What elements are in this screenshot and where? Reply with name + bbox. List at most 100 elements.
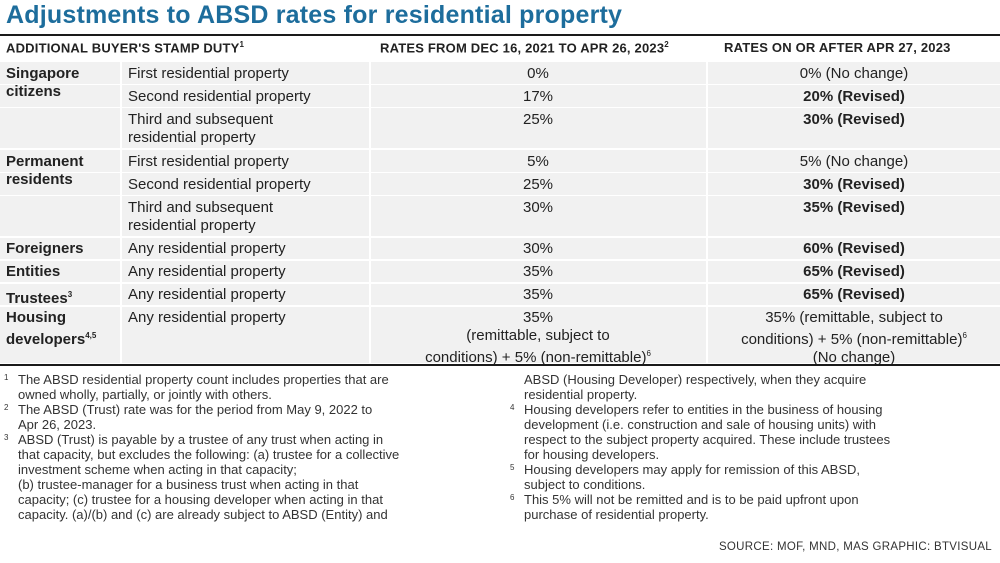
rate-new: 20% (Revised) (803, 88, 905, 105)
rate-old-text: conditions) + 5% (non-remittable) (425, 349, 647, 366)
rate-old: 25% (522, 176, 554, 193)
rates-table: Singapore First residential property 0% … (0, 62, 1000, 366)
footnote-line: residential property. (524, 387, 638, 402)
category-label: Housing developers4,5 (6, 309, 96, 349)
footnote-line: capacity; (c) trustee for a housing deve… (18, 492, 383, 507)
property-label: Second residential property (128, 176, 311, 193)
table-row: Trustees3 Any residential property 35% 6… (0, 284, 1000, 307)
footnote: 2 The ABSD (Trust) rate was for the peri… (2, 402, 502, 432)
table-row: Housing developers4,5 Any residential pr… (0, 307, 1000, 366)
property-label: Second residential property (128, 88, 311, 105)
footnote-line: The ABSD (Trust) rate was for the period… (18, 402, 373, 417)
column-divider (706, 62, 708, 363)
category-label: citizens (6, 83, 62, 100)
rate-old-line: conditions) + 5% (non-remittable)6 (371, 345, 705, 367)
footnote: 3 ABSD (Trust) is payable by a trustee o… (2, 432, 502, 522)
rate-old: 5% (527, 153, 549, 170)
rate-new: 0% (No change) (799, 65, 909, 82)
property-label: Any residential property (128, 263, 286, 280)
category-text: Trustees (6, 290, 68, 307)
rate-old: 17% (522, 88, 554, 105)
header-rates-old-label: RATES FROM DEC 16, 2021 TO APR 26, 2023 (380, 40, 665, 56)
footnote-line: that capacity, but excludes the followin… (18, 447, 400, 462)
table-bottom-rule (0, 364, 1000, 366)
footnotes-right: ABSD (Housing Developer) respectively, w… (508, 372, 998, 522)
category-text: developers (6, 331, 86, 348)
property-label: First residential property (128, 65, 289, 82)
footnote-ref: 4,5 (85, 331, 97, 340)
table-row: citizens Second residential property 17%… (0, 83, 1000, 108)
table-row: Foreigners Any residential property 30% … (0, 238, 1000, 261)
rate-old: 30% (522, 199, 554, 216)
footnote-line: Housing developers refer to entities in … (524, 402, 883, 417)
footnote-line: Apr 26, 2023. (18, 417, 97, 432)
footnote: 6 This 5% will not be remitted and is to… (508, 492, 998, 522)
table-row: residents Second residential property 25… (0, 171, 1000, 196)
footnote-line: investment scheme when acting in that ca… (18, 462, 297, 477)
rate-old-line: (remittable, subject to (466, 327, 610, 344)
footnote-line: capacity. (a)/(b) and (c) are already su… (18, 507, 388, 522)
footnote-ref: 6 (646, 349, 651, 358)
category-label: Singapore (6, 65, 80, 82)
rate-new: 30% (Revised) (803, 176, 905, 193)
footnote-line: owned wholly, partially, or jointly with… (18, 387, 272, 402)
footnote-line: ABSD (Housing Developer) respectively, w… (524, 372, 867, 387)
footnote-continued: ABSD (Housing Developer) respectively, w… (508, 372, 998, 402)
rate-old: 0% (527, 65, 549, 82)
footnote-line: respect to the subject property acquired… (524, 432, 891, 447)
footnote-line: subject to conditions. (524, 477, 646, 492)
header-absd-label: ADDITIONAL BUYER'S STAMP DUTY (6, 40, 240, 56)
footnote-line: purchase of residential property. (524, 507, 709, 522)
table-row: Third and subsequent residential propert… (0, 108, 1000, 150)
category-label: Foreigners (6, 240, 84, 257)
property-label: Third and subsequent residential propert… (128, 199, 273, 235)
footnote-line: (b) trustee-manager for a business trust… (18, 477, 359, 492)
footnote-line: development (i.e. construction and sale … (524, 417, 876, 432)
rate-new: 65% (Revised) (803, 286, 905, 303)
rate-old-line: 35% (522, 309, 554, 326)
table-row: Permanent First residential property 5% … (0, 150, 1000, 173)
category-label: Entities (6, 263, 61, 280)
property-label: Any residential property (128, 309, 286, 326)
table-header: ADDITIONAL BUYER'S STAMP DUTY1 RATES FRO… (0, 34, 1000, 65)
footnote-line: This 5% will not be remitted and is to b… (524, 492, 859, 507)
footnote-line: Housing developers may apply for remissi… (524, 462, 860, 477)
footnote-line: The ABSD residential property count incl… (18, 372, 389, 387)
table-row: Third and subsequent residential propert… (0, 196, 1000, 238)
rate-old: 35% (522, 263, 554, 280)
property-label: First residential property (128, 153, 289, 170)
category-text-line: developers4,5 (6, 327, 96, 349)
footnote-ref: 2 (664, 40, 669, 49)
footnotes-left: 1 The ABSD residential property count in… (2, 372, 502, 522)
category-label: Trustees3 (6, 286, 72, 308)
header-absd: ADDITIONAL BUYER'S STAMP DUTY1 (6, 40, 244, 55)
rate-old: 30% (522, 240, 554, 257)
footnote-number: 5 (510, 463, 515, 472)
footnote-number: 3 (4, 433, 9, 442)
footnote: 1 The ABSD residential property count in… (2, 372, 502, 402)
header-rates-old: RATES FROM DEC 16, 2021 TO APR 26, 20232 (380, 40, 669, 55)
rate-new: 30% (Revised) (803, 111, 905, 128)
footnote: 5 Housing developers may apply for remis… (508, 462, 998, 492)
footnote: 4 Housing developers refer to entities i… (508, 402, 998, 462)
property-label-line: residential property (128, 129, 256, 146)
property-label: Third and subsequent residential propert… (128, 111, 273, 147)
rate-new: 35% (remittable, subject to conditions) … (708, 309, 1000, 367)
rate-new-line: (No change) (812, 349, 896, 366)
footnote-number: 1 (4, 373, 9, 382)
page-title: Adjustments to ABSD rates for residentia… (6, 1, 623, 29)
column-divider (120, 62, 122, 363)
rate-new: 60% (Revised) (803, 240, 905, 257)
category-label: Permanent (6, 153, 84, 170)
table-row: Entities Any residential property 35% 65… (0, 261, 1000, 284)
property-label-line: Third and subsequent (128, 199, 274, 216)
property-label: Any residential property (128, 240, 286, 257)
table-row: Singapore First residential property 0% … (0, 62, 1000, 85)
column-divider (369, 62, 371, 363)
property-label-line: residential property (128, 217, 256, 234)
rate-old: 35% (remittable, subject to conditions) … (371, 309, 705, 367)
rate-old: 25% (522, 111, 554, 128)
rate-new-line: 35% (remittable, subject to (765, 309, 943, 326)
footnote-number: 4 (510, 403, 515, 412)
rate-new: 35% (Revised) (803, 199, 905, 216)
